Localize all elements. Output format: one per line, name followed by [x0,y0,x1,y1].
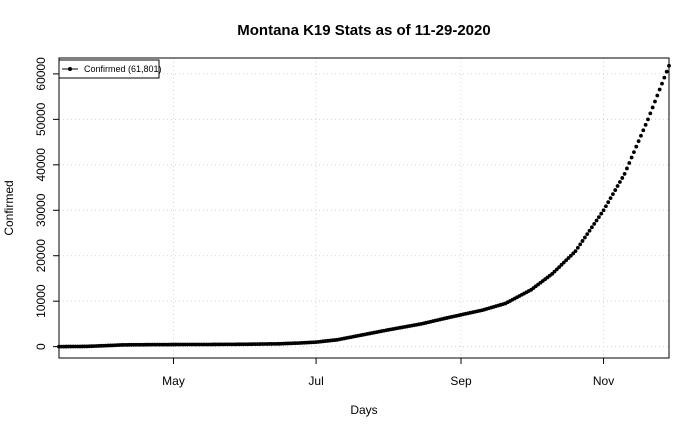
x-axis: May Jul Sep Nov [162,358,614,388]
x-axis-label: Days [350,403,377,417]
data-point [578,242,583,247]
data-point [606,200,611,205]
legend: Confirmed (61,801) [58,59,162,79]
data-point [618,180,622,184]
data-point [594,218,599,223]
data-point [592,222,597,226]
data-point [643,122,648,127]
data-point [580,239,585,243]
data-point [554,267,559,272]
data-point [575,245,580,250]
data-point [573,249,578,254]
data-point [657,87,662,92]
data-point [627,161,632,165]
data-point [639,133,643,138]
legend-marker [68,67,72,71]
data-point [655,93,660,98]
data-point [585,232,590,237]
data-point [559,262,564,267]
data-point [629,155,634,160]
data-point [604,204,608,209]
chart-title: Montana K19 Stats as of 11-29-2020 [237,22,490,39]
y-tick-label: 0 [34,343,48,350]
data-point [596,215,601,219]
y-tick-label: 20000 [34,239,48,273]
data-point [564,258,569,263]
grid [59,58,669,358]
data-point [613,188,618,192]
x-tick-label: May [162,374,185,388]
data-point [587,228,592,233]
data-point [634,144,639,149]
data-point [611,192,615,197]
data-point [650,105,655,110]
y-tick-label: 40000 [34,148,48,182]
data-point [608,196,613,201]
data-point [561,260,566,265]
data-point [557,265,562,269]
data-point [615,184,620,188]
data-point [601,208,606,213]
data-point [550,272,555,276]
data-points [57,63,671,349]
y-tick-label: 50000 [34,102,48,136]
y-tick-label: 30000 [34,193,48,227]
data-point [653,99,657,104]
y-axis-label: Confirmed [2,180,16,235]
data-point [599,211,604,216]
data-point [662,75,667,80]
data-point [648,111,653,116]
y-tick-label: 10000 [34,284,48,318]
data-point [641,128,646,133]
data-point [620,176,625,180]
x-tick-label: Jul [308,374,323,388]
data-point [566,256,571,260]
data-point [571,251,576,256]
data-point [625,166,629,171]
x-tick-label: Sep [450,374,472,388]
data-point [660,81,664,86]
data-point [622,172,627,176]
y-axis: 0 10000 20000 30000 40000 50000 60000 [34,57,59,350]
data-point [636,139,641,144]
data-point [664,69,669,74]
plot-frame [58,57,670,359]
data-point [552,269,557,274]
y-tick-label: 60000 [34,57,48,91]
data-point [632,150,636,154]
data-point [589,225,594,230]
data-point [646,117,650,122]
legend-box [58,59,160,79]
x-tick-label: Nov [593,374,614,388]
legend-label: Confirmed (61,801) [84,64,162,74]
data-point [582,235,587,240]
data-point [568,253,573,258]
